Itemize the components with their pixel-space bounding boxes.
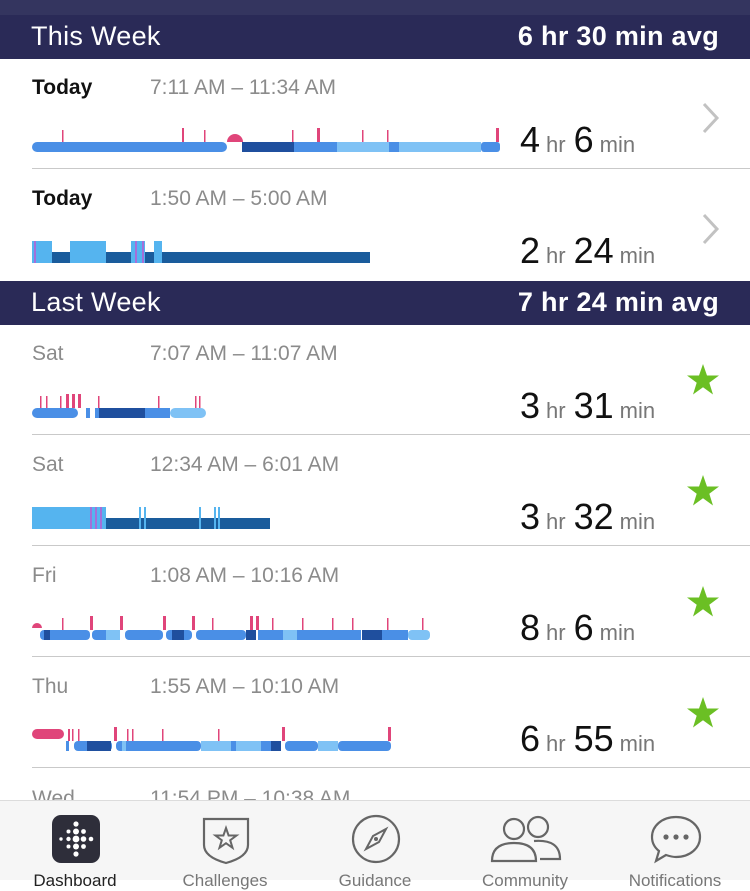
sleep-time-range: 1:08 AM – 10:16 AM <box>150 564 340 587</box>
tab-dashboard[interactable]: Dashboard <box>0 801 150 890</box>
tab-notifications[interactable]: Notifications <box>600 801 750 890</box>
tab-label: Community <box>482 871 568 890</box>
row-separator <box>32 434 750 435</box>
star-icon <box>687 586 719 617</box>
sleep-time-range: 12:34 AM – 6:01 AM <box>150 453 340 476</box>
sleep-day-label: Today <box>32 76 93 99</box>
sleep-duration: 8 hr 6 min <box>520 607 636 648</box>
sleep-log-row[interactable]: Today 7:11 AM – 11:34 AM 4 hr 6 min <box>0 59 750 169</box>
sleep-log-row[interactable]: Today 1:50 AM – 5:00 AM 2 hr 24 min <box>0 170 750 280</box>
last-week-header: Last Week 7 hr 24 min avg <box>0 281 750 325</box>
sleep-duration: 3 hr 31 min <box>520 385 656 426</box>
sleep-stages-bar <box>32 241 370 263</box>
sleep-duration: 2 hr 24 min <box>520 230 656 271</box>
last-week-title: Last Week <box>31 287 161 317</box>
sleep-duration: 3 hr 32 min <box>520 496 656 537</box>
sleep-day-label: Sat <box>32 342 64 365</box>
tab-label: Notifications <box>628 871 722 890</box>
chevron-right-icon <box>702 102 720 134</box>
tab-challenges[interactable]: Challenges <box>150 801 300 890</box>
tab-community[interactable]: Community <box>450 801 600 890</box>
sleep-day-label: Fri <box>32 564 57 587</box>
sleep-log-row[interactable]: Sat 12:34 AM – 6:01 AM 3 hr 32 min <box>0 436 750 546</box>
sleep-time-range: 7:07 AM – 11:07 AM <box>150 342 338 365</box>
top-strip <box>0 0 750 15</box>
sleep-stages-bar <box>32 616 430 640</box>
last-week-average: 7 hr 24 min avg <box>517 287 719 317</box>
star-badge-icon <box>202 817 250 865</box>
star-icon <box>687 475 719 506</box>
chevron-right-icon <box>702 213 720 245</box>
sleep-stages-bar <box>32 727 391 751</box>
tab-bar: Dashboard Challenges Guidance Community … <box>0 800 750 890</box>
sleep-stages-bar <box>32 394 206 418</box>
tab-label: Challenges <box>182 871 268 890</box>
people-icon <box>490 815 562 863</box>
star-icon <box>687 364 719 395</box>
sleep-time-range: 7:11 AM – 11:34 AM <box>150 76 337 99</box>
tab-label: Guidance <box>338 871 412 890</box>
sleep-time-range: 1:50 AM – 5:00 AM <box>150 187 328 210</box>
sleep-duration: 6 hr 55 min <box>520 718 656 759</box>
row-separator <box>32 656 750 657</box>
sleep-day-label: Today <box>32 187 93 210</box>
row-separator <box>32 545 750 546</box>
sleep-day-label: Thu <box>32 675 69 698</box>
this-week-average: 6 hr 30 min avg <box>517 21 719 51</box>
row-separator <box>32 767 750 768</box>
sleep-stages-bar <box>32 128 500 152</box>
sleep-time-range: 1:55 AM – 10:10 AM <box>150 675 340 698</box>
row-separator <box>32 168 750 169</box>
sleep-log-row[interactable]: Thu 1:55 AM – 10:10 AM 6 hr 55 min <box>0 658 750 768</box>
star-icon <box>687 697 719 728</box>
sleep-stages-bar <box>32 507 270 529</box>
chat-bubble-icon <box>650 815 702 864</box>
fitbit-dots-icon <box>52 815 100 863</box>
sleep-duration: 4 hr 6 min <box>520 119 636 160</box>
tab-guidance[interactable]: Guidance <box>300 801 450 890</box>
this-week-header: This Week 6 hr 30 min avg <box>0 15 750 59</box>
tab-label: Dashboard <box>33 871 117 890</box>
this-week-title: This Week <box>31 21 161 51</box>
sleep-day-label: Sat <box>32 453 64 476</box>
sleep-log-row[interactable]: Sat 7:07 AM – 11:07 AM 3 hr 31 min <box>0 325 750 435</box>
sleep-log-row[interactable]: Fri 1:08 AM – 10:16 AM 8 hr 6 min <box>0 547 750 657</box>
compass-icon <box>351 814 401 864</box>
